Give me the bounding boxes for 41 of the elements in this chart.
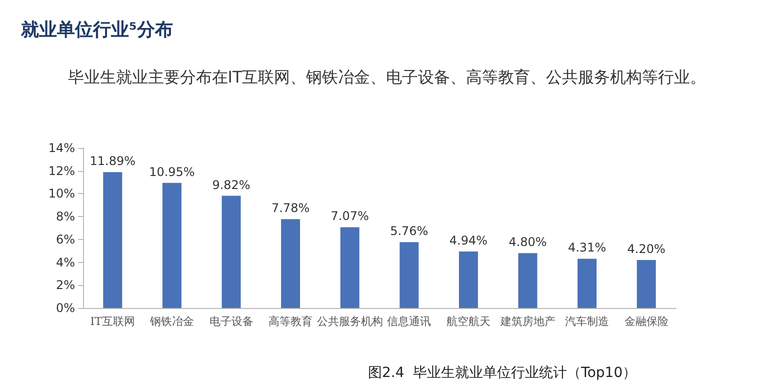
data-label: 7.78% (271, 201, 310, 216)
data-label: 4.20% (627, 242, 666, 256)
chart-subtitle: 毕业生就业主要分布在IT互联网、钢铁冶金、电子设备、高等教育、公共服务机构等行业。 (68, 68, 706, 86)
bar (458, 252, 478, 308)
y-tick-label: 2% (56, 278, 75, 292)
data-label: 10.95% (149, 164, 195, 179)
bar (636, 260, 656, 308)
y-tick-label: 4% (56, 255, 75, 270)
data-label: 9.82% (212, 178, 250, 192)
bar (518, 253, 538, 308)
data-label: 4.31% (568, 240, 606, 255)
data-label: 4.80% (508, 235, 547, 250)
y-tick-label: 12% (48, 164, 75, 178)
x-tick-label: 公共服务机构 (316, 315, 383, 328)
chart-title: 就业单位行业⁵分布 (20, 20, 173, 40)
x-tick-label: 金融保险 (624, 315, 668, 328)
data-label: 5.76% (390, 224, 428, 238)
x-tick-label: 建筑房地产 (499, 315, 556, 328)
bar (340, 227, 360, 308)
data-label: 11.89% (90, 154, 136, 168)
bar (578, 258, 597, 308)
bar (281, 219, 300, 308)
data-label: 4.94% (449, 234, 488, 248)
x-tick-label: 钢铁冶金 (148, 315, 194, 328)
x-tick-label: 电子设备 (209, 315, 254, 328)
bar (162, 182, 182, 308)
data-label: 7.07% (330, 209, 369, 224)
bar (222, 196, 241, 308)
y-tick-label: 0% (56, 301, 75, 315)
y-tick-label: 8% (56, 210, 75, 224)
y-tick-label: 14% (48, 141, 75, 155)
y-tick-label: 10% (48, 186, 75, 201)
x-tick-label: 航空航天 (446, 315, 490, 328)
x-tick-label: 汽车制造 (565, 315, 610, 328)
caption: 图2.4 毕业生就业单位行业统计（Top10） (368, 365, 637, 381)
x-tick-label: IT互联网 (90, 315, 135, 328)
y-tick-label: 6% (56, 232, 75, 246)
x-tick-label: 信息通讯 (387, 315, 432, 328)
x-tick-label: 高等教育 (268, 315, 313, 328)
bar (103, 172, 122, 308)
bar (400, 242, 419, 308)
